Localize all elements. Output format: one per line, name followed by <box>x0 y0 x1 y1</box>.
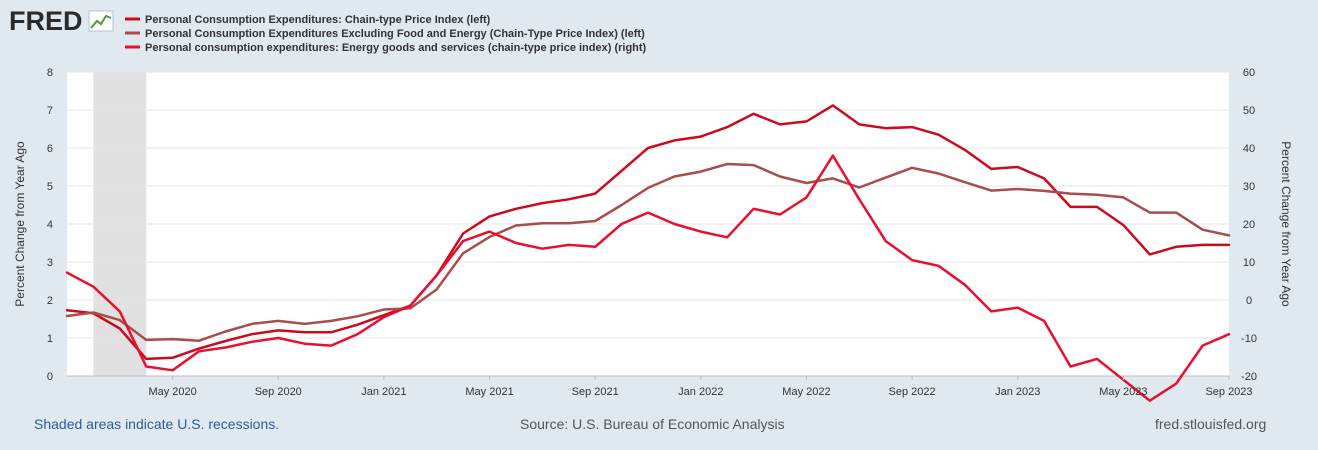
x-tick-label: May 2022 <box>782 386 830 398</box>
x-axis: May 2020 Sep 2020 Jan 2021 May 2021 Sep 2021… <box>148 376 1253 398</box>
x-tick-label: Sep 2023 <box>1205 386 1252 398</box>
left-tick-label: 4 <box>47 219 53 231</box>
x-tick-label: Sep 2022 <box>889 386 936 398</box>
left-y-axis: 0 1 2 3 4 5 6 7 8 <box>47 67 53 383</box>
left-tick-label: 6 <box>47 143 53 155</box>
right-y-axis: -20 -10 0 10 20 30 40 50 60 <box>1241 67 1257 383</box>
left-tick-label: 3 <box>47 257 53 269</box>
fred-logo[interactable]: FRED <box>9 6 114 36</box>
left-tick-label: 1 <box>47 333 53 345</box>
left-tick-label: 0 <box>47 371 53 383</box>
right-axis-title: Percent Change from Year Ago <box>1279 141 1293 307</box>
left-tick-label: 2 <box>47 295 53 307</box>
x-tick-label: Jan 2023 <box>995 386 1040 398</box>
left-tick-label: 5 <box>47 181 53 193</box>
x-tick-label: Jan 2022 <box>678 386 723 398</box>
logo-text: FRED <box>9 6 83 36</box>
series-line-core-pce <box>65 162 1231 342</box>
x-tick-label: May 2023 <box>1099 386 1147 398</box>
right-tick-label: 40 <box>1243 143 1255 155</box>
x-tick-label: May 2021 <box>465 386 513 398</box>
series-line-pce <box>65 104 1231 361</box>
legend-label-core-pce: Personal Consumption Expenditures Exclud… <box>145 28 645 40</box>
chart-legend: Personal Consumption Expenditures: Chain… <box>125 14 647 54</box>
x-tick-label: Jan 2021 <box>361 386 406 398</box>
right-tick-label: 60 <box>1243 67 1255 79</box>
series-line-energy <box>65 154 1231 402</box>
left-tick-label: 8 <box>47 67 53 79</box>
right-tick-label: 10 <box>1243 257 1255 269</box>
chart-line-icon <box>88 10 114 32</box>
right-tick-label: 50 <box>1243 105 1255 117</box>
right-tick-label: 30 <box>1243 181 1255 193</box>
site-link[interactable]: fred.stlouisfed.org <box>1155 416 1267 432</box>
source-text: Source: U.S. Bureau of Economic Analysis <box>520 416 785 432</box>
right-tick-label: 20 <box>1243 219 1255 231</box>
legend-label-energy: Personal consumption expenditures: Energ… <box>145 42 647 54</box>
legend-label-pce: Personal Consumption Expenditures: Chain… <box>145 14 491 26</box>
x-tick-label: Sep 2021 <box>572 386 619 398</box>
right-tick-label: -10 <box>1241 333 1257 345</box>
x-tick-label: May 2020 <box>148 386 196 398</box>
recession-note: Shaded areas indicate U.S. recessions. <box>34 416 280 432</box>
right-tick-label: 0 <box>1246 295 1252 307</box>
left-axis-title: Percent Change from Year Ago <box>13 141 27 307</box>
x-tick-label: Sep 2020 <box>255 386 302 398</box>
right-tick-label: -20 <box>1241 371 1257 383</box>
left-tick-label: 7 <box>47 105 53 117</box>
series-lines <box>65 104 1231 402</box>
gridlines <box>67 71 1229 377</box>
